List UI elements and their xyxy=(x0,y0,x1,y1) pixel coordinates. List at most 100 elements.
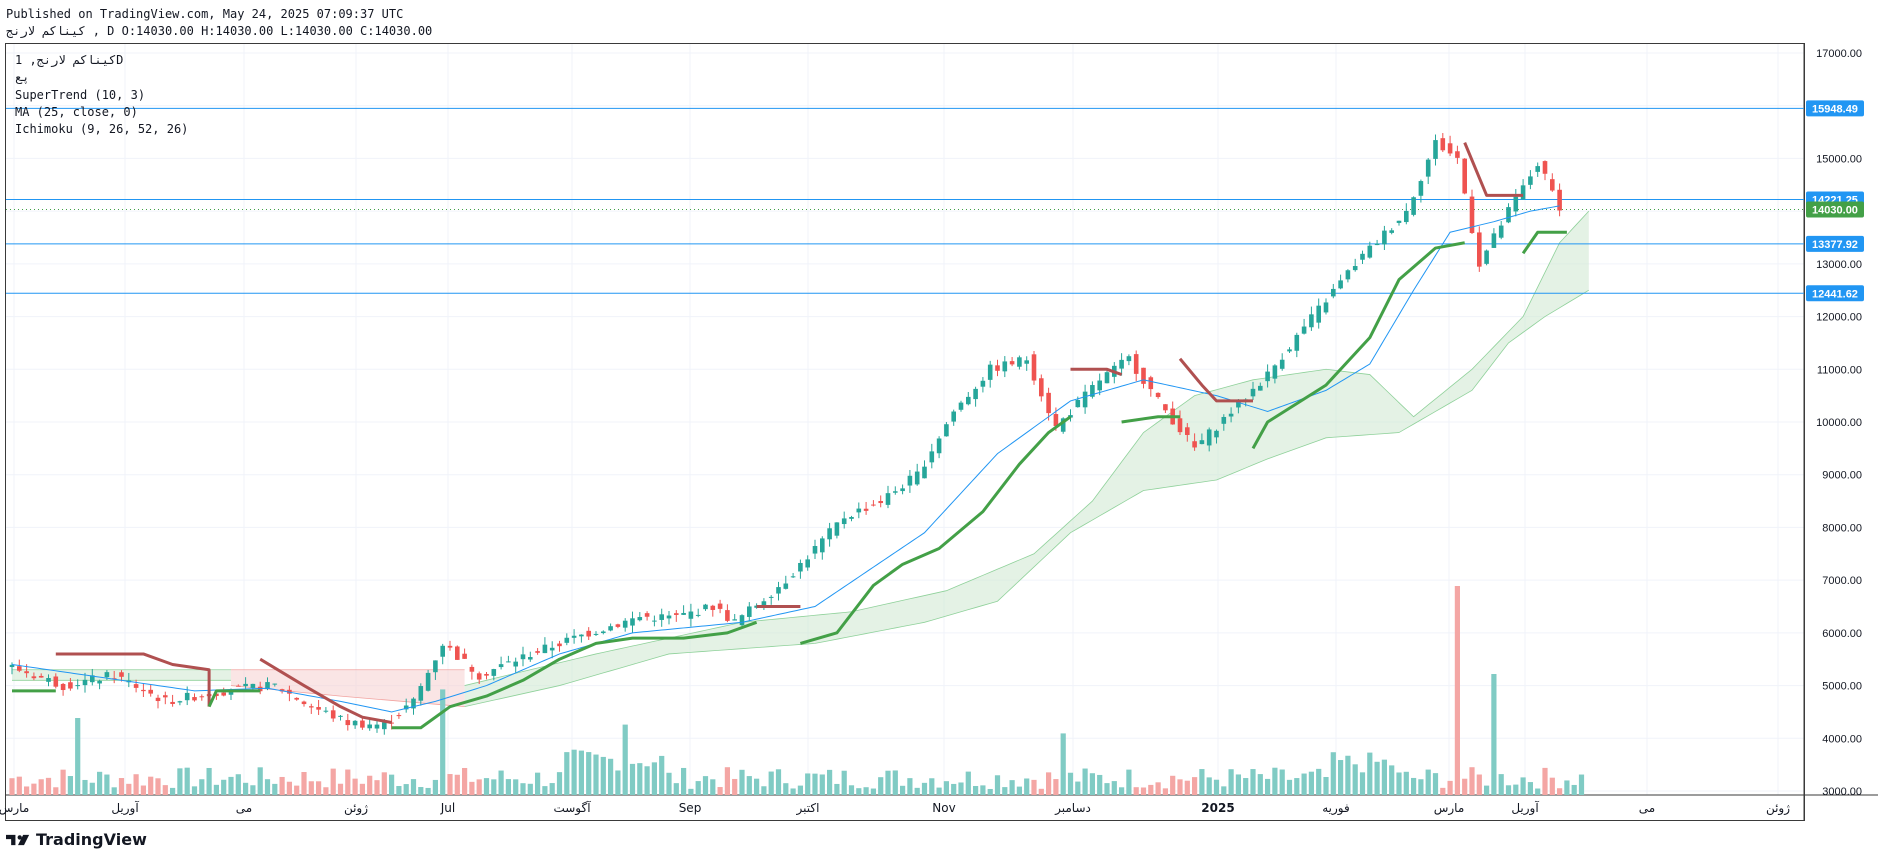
candle-body xyxy=(1141,367,1146,384)
candle-body xyxy=(907,475,913,486)
candle-body xyxy=(1323,302,1329,313)
volume-bar xyxy=(622,724,628,795)
volume-bar xyxy=(1155,782,1161,795)
legend-symbol[interactable]: کیناکم لارنج, 1D xyxy=(15,53,124,67)
volume-bar xyxy=(410,779,417,795)
volume-bar xyxy=(403,784,409,795)
supertrend-down xyxy=(1178,357,1253,403)
volume-bar xyxy=(943,781,949,795)
volume-bar xyxy=(359,783,365,795)
volume-bar xyxy=(600,756,606,795)
volume-bar xyxy=(1440,787,1446,795)
candle-body xyxy=(177,701,183,703)
volume-bar xyxy=(761,786,767,795)
candle-body xyxy=(1382,230,1387,245)
volume-bar xyxy=(900,785,906,795)
volume-bar xyxy=(389,774,395,795)
volume-bar xyxy=(951,783,957,795)
volume-bar xyxy=(1352,764,1358,795)
volume-bar xyxy=(257,767,263,795)
candle-body xyxy=(732,619,737,621)
volume-bar xyxy=(1075,781,1081,795)
x-tick-label: آوریل xyxy=(111,800,139,816)
candle-body xyxy=(1345,270,1351,280)
volume-bar xyxy=(819,774,825,795)
candle-body xyxy=(491,669,497,676)
ichimoku-cloud xyxy=(12,210,1590,708)
candle-body xyxy=(1046,392,1051,414)
candle-body xyxy=(1068,415,1073,418)
candle-body xyxy=(1491,233,1497,248)
candle-body xyxy=(374,724,380,729)
supertrend-up xyxy=(391,620,758,730)
volume-bar xyxy=(126,783,132,795)
volume-bar xyxy=(1104,783,1110,795)
candle-body xyxy=(579,634,584,637)
volume-bar xyxy=(505,779,511,795)
legend-ma[interactable]: MA (25, close, 0) xyxy=(15,105,138,119)
candle-body xyxy=(601,631,606,634)
volume-bar xyxy=(1097,774,1103,795)
supertrend-up xyxy=(1521,230,1567,255)
legend-ichimoku[interactable]: Ichimoku (9, 26, 52, 26) xyxy=(15,122,189,136)
volume-bar xyxy=(476,779,482,795)
volume-bar xyxy=(148,776,154,795)
candle-body xyxy=(871,504,876,506)
candle-body xyxy=(1550,179,1555,191)
volume-bar xyxy=(1221,786,1227,795)
candle-body xyxy=(338,715,343,717)
candle-body xyxy=(776,587,781,594)
candle-body xyxy=(849,516,854,519)
volume-bar xyxy=(1469,767,1475,795)
volume-bar xyxy=(1148,784,1154,795)
volume-bar xyxy=(527,783,533,795)
candle-body xyxy=(841,518,847,525)
y-tick-label: 7000.00 xyxy=(1822,575,1862,587)
symbol-ohlc-line: کیناکم لارنج , D O:14030.00 H:14030.00 L… xyxy=(6,24,433,38)
volume-bar xyxy=(316,781,322,795)
volume-bar xyxy=(1418,779,1424,795)
candle-body xyxy=(637,617,643,621)
candle-body xyxy=(433,660,438,673)
x-tick-label: مارس xyxy=(1434,801,1465,816)
volume-bar xyxy=(1133,787,1139,795)
candle-body xyxy=(1506,207,1511,223)
candle-body xyxy=(1126,356,1132,362)
candle-body xyxy=(725,610,730,621)
candle-body xyxy=(1535,166,1540,172)
volume-bar xyxy=(1002,787,1008,795)
volume-bar xyxy=(878,777,884,795)
volume-bar xyxy=(907,778,913,795)
candle-body xyxy=(418,686,424,701)
candle-body xyxy=(1133,354,1139,374)
candle-body xyxy=(798,562,803,572)
y-tick-label: 17000.00 xyxy=(1816,48,1862,60)
candle-body xyxy=(644,613,650,617)
candle-body xyxy=(1199,440,1205,445)
volume-bar xyxy=(1454,586,1460,795)
candle-body xyxy=(900,488,905,492)
candle-body xyxy=(1389,230,1394,233)
candle-body xyxy=(257,686,263,692)
x-tick-label: ژوئن xyxy=(344,801,368,816)
candle-body xyxy=(1177,418,1183,433)
candle-body xyxy=(214,693,219,697)
candle-body xyxy=(863,508,869,511)
volume-bar xyxy=(374,780,380,795)
candle-body xyxy=(155,697,161,702)
candle-body xyxy=(1404,210,1409,223)
legend-supertrend[interactable]: SuperTrend (10, 3) xyxy=(15,88,146,102)
volume-bar xyxy=(60,769,66,795)
volume-bar xyxy=(1381,759,1387,795)
candle-body xyxy=(695,614,701,616)
candle-body xyxy=(630,618,635,626)
supertrend xyxy=(12,142,1567,730)
cloud-edge xyxy=(464,289,1590,708)
tradingview-logo[interactable]: TradingView xyxy=(6,830,147,849)
volume-bar xyxy=(155,778,161,795)
candle-body xyxy=(944,424,949,437)
volume-bar xyxy=(1089,773,1095,795)
candle-body xyxy=(323,710,329,712)
candle-body xyxy=(272,683,278,685)
